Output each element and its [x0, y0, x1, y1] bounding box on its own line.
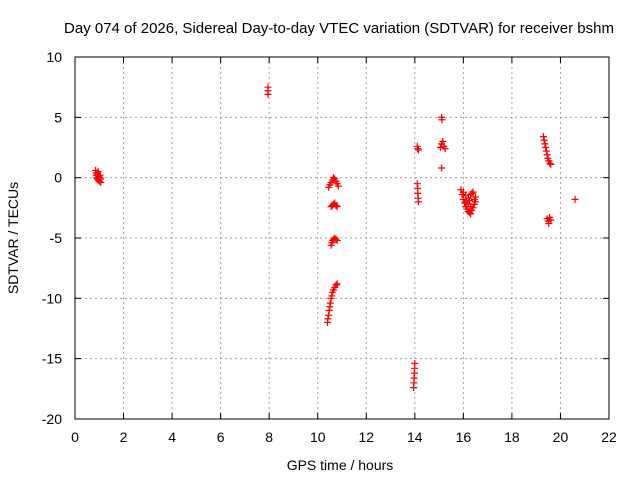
x-tick-label: 6 [217, 429, 225, 445]
x-tick-label: 0 [71, 429, 79, 445]
data-point [334, 182, 342, 190]
y-axis-ticks: -20 -15 -10 -5 0 5 10 [42, 49, 609, 427]
data-point [545, 220, 553, 228]
x-tick-label: 12 [358, 429, 374, 445]
data-point [97, 178, 105, 186]
data-point [264, 90, 272, 98]
x-tick-label: 4 [168, 429, 176, 445]
y-tick-label: -10 [42, 290, 62, 306]
data-point [414, 145, 422, 153]
data-point [414, 146, 422, 154]
data-point [543, 151, 551, 159]
data-point [546, 159, 554, 167]
data-point [547, 216, 555, 224]
data-point [411, 359, 419, 367]
data-point [469, 188, 477, 196]
y-tick-label: 0 [54, 170, 62, 186]
chart-title: Day 074 of 2026, Sidereal Day-to-day VTE… [64, 20, 614, 37]
data-point [94, 168, 102, 176]
y-tick-label: -15 [42, 351, 62, 367]
data-point [439, 137, 447, 145]
data-point [542, 147, 550, 155]
data-point [436, 144, 444, 151]
data-point [332, 281, 340, 289]
data-point [539, 133, 547, 141]
data-point [540, 136, 548, 144]
data-point [465, 197, 473, 205]
data-point [438, 116, 446, 124]
data-point [324, 315, 332, 323]
x-tick-label: 16 [456, 429, 472, 445]
data-series-sdtvar [92, 83, 579, 392]
x-axis-label: GPS time / hours [287, 457, 394, 473]
x-tick-label: 20 [553, 429, 569, 445]
data-point [333, 280, 341, 288]
data-point [332, 201, 340, 209]
y-tick-label: 10 [46, 49, 62, 65]
data-point [332, 235, 340, 243]
x-tick-label: 2 [120, 429, 128, 445]
y-tick-label: 5 [54, 109, 62, 125]
data-point [414, 198, 422, 206]
data-point [326, 299, 334, 307]
data-point [333, 236, 341, 244]
x-tick-label: 22 [601, 429, 617, 445]
data-point [470, 195, 478, 203]
data-point [333, 203, 341, 211]
x-axis-ticks: 0 2 4 6 8 10 12 14 16 18 20 22 [71, 57, 617, 445]
x-tick-label: 14 [407, 429, 423, 445]
data-point [330, 174, 338, 182]
data-point [571, 195, 579, 203]
data-point [547, 160, 555, 168]
y-axis-label: SDTVAR / TECUs [5, 182, 21, 294]
data-point [542, 144, 550, 151]
data-point [459, 188, 467, 196]
y-tick-label: -20 [42, 411, 62, 427]
x-tick-label: 10 [310, 429, 326, 445]
data-point [468, 189, 476, 197]
y-tick-label: -5 [50, 230, 63, 246]
data-point [438, 164, 446, 172]
x-tick-label: 8 [265, 429, 273, 445]
data-point [325, 306, 333, 314]
x-tick-label: 18 [504, 429, 520, 445]
grid-lines [75, 57, 609, 419]
data-point [467, 210, 475, 218]
data-point [467, 203, 475, 211]
data-point [541, 140, 549, 148]
data-point [461, 199, 469, 207]
data-point [441, 145, 449, 153]
